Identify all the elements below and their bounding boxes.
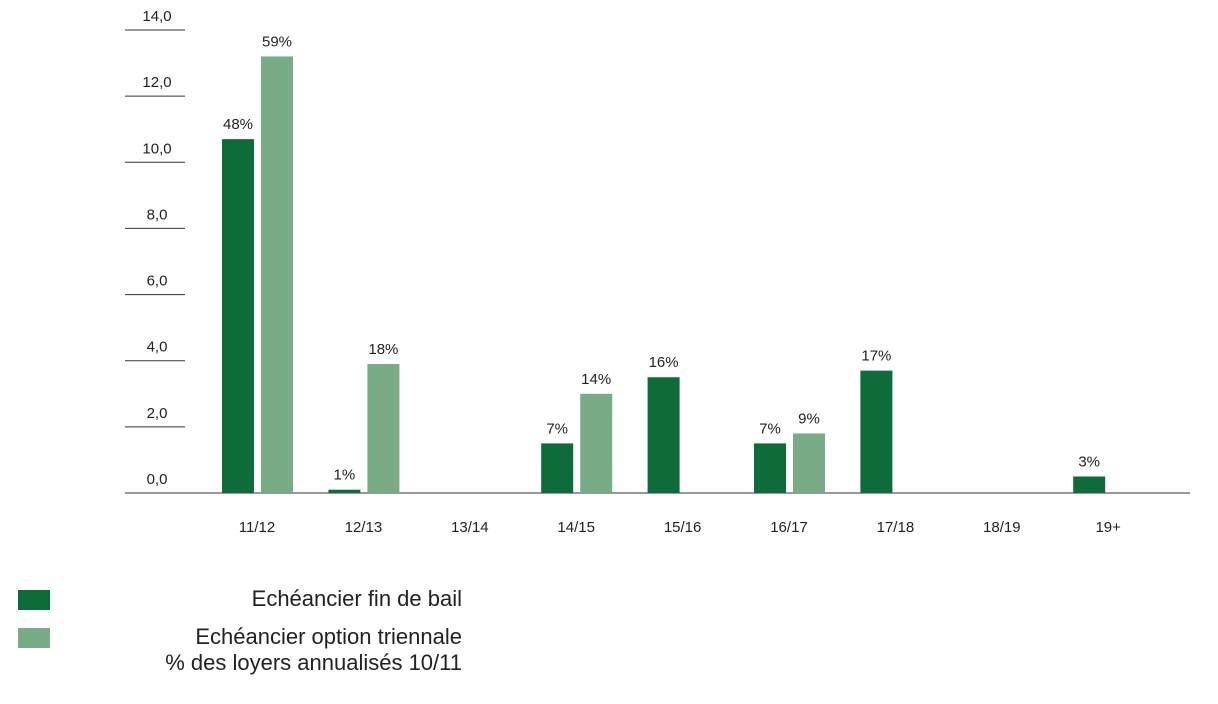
y-tick-label: 12,0 <box>142 74 171 91</box>
y-tick-label: 14,0 <box>142 8 171 25</box>
bar <box>1073 476 1106 493</box>
bar <box>580 393 613 493</box>
value-label: 17% <box>861 348 891 365</box>
bar <box>367 364 400 493</box>
value-label: 14% <box>581 371 611 388</box>
value-label: 18% <box>368 341 398 358</box>
x-tick-label: 12/13 <box>345 519 383 536</box>
legend-swatch <box>18 590 50 610</box>
x-tick-label: 11/12 <box>239 519 275 536</box>
value-label: 48% <box>223 116 253 133</box>
y-tick-label: 8,0 <box>147 206 168 223</box>
value-label: 59% <box>262 33 292 50</box>
bar <box>793 433 825 493</box>
bar <box>261 56 293 493</box>
y-tick-label: 6,0 <box>147 273 168 290</box>
value-label: 7% <box>759 420 781 437</box>
y-tick-label: 2,0 <box>147 405 168 422</box>
bar <box>647 377 680 493</box>
y-tick-label: 4,0 <box>147 339 168 356</box>
value-label: 1% <box>334 467 356 484</box>
legend-swatch <box>18 628 50 648</box>
x-tick-label: 15/16 <box>664 519 702 536</box>
y-tick-label: 0,0 <box>147 471 168 488</box>
bar <box>222 139 254 493</box>
value-label: 16% <box>649 354 679 371</box>
legend-label: Echéancier fin de bail <box>252 586 462 611</box>
x-tick-label: 18/19 <box>983 519 1021 536</box>
bar <box>754 443 786 493</box>
annotation: % des loyers annualisés 10/11 <box>165 650 462 675</box>
bar <box>328 489 361 493</box>
y-tick-label: 10,0 <box>142 140 171 157</box>
bar <box>541 443 574 493</box>
x-tick-label: 16/17 <box>770 519 808 536</box>
value-label: 7% <box>546 420 568 437</box>
x-tick-label: 14/15 <box>557 519 595 536</box>
x-tick-label: 19+ <box>1095 519 1121 536</box>
legend-label: Echéancier option triennale <box>195 624 462 649</box>
x-tick-label: 13/14 <box>451 519 489 536</box>
value-label: 3% <box>1078 453 1100 470</box>
bar <box>860 370 893 493</box>
x-tick-label: 17/18 <box>877 519 915 536</box>
value-label: 9% <box>798 410 820 427</box>
